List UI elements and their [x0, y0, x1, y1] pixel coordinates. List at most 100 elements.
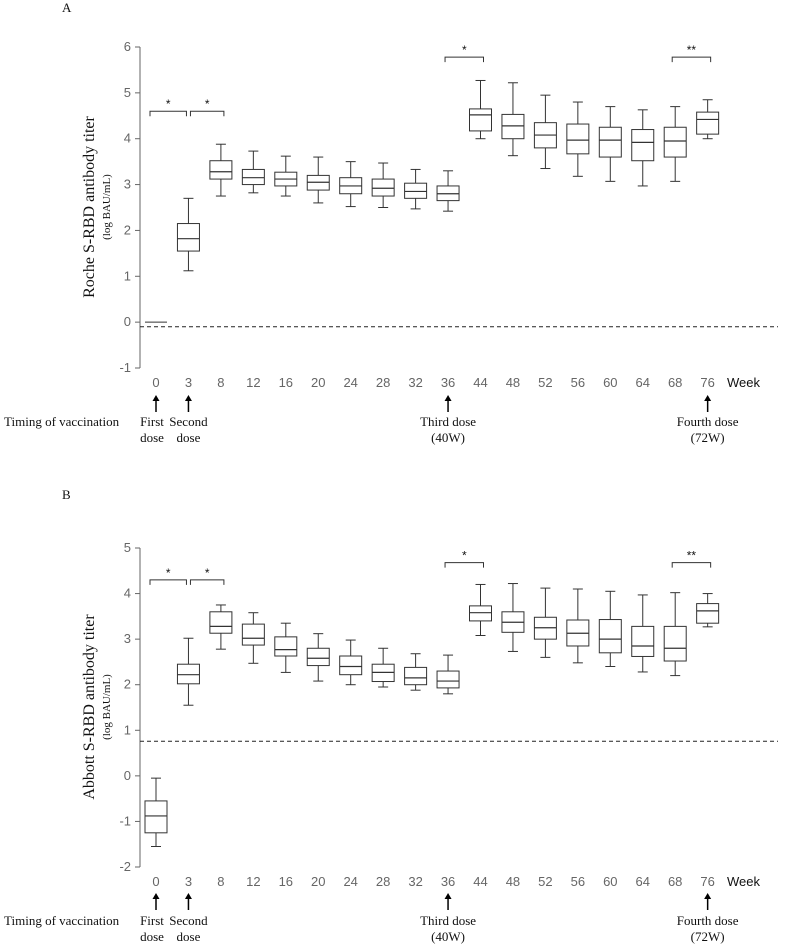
significance-label: * [205, 566, 210, 580]
timing-of-vaccination-label: Timing of vaccination [4, 913, 120, 928]
box-20 [306, 633, 330, 682]
y-axis-title: Abbott S-RBD antibody titer [81, 614, 98, 800]
significance-label: ** [687, 549, 697, 563]
box-52 [533, 587, 557, 658]
box-iqr [176, 223, 200, 252]
y-tick-label: 4 [124, 586, 131, 601]
box-20 [306, 156, 330, 204]
box-44 [469, 583, 492, 636]
significance-label: ** [687, 43, 697, 57]
box-28 [371, 647, 395, 688]
x-tick-label: 12 [246, 375, 260, 390]
bracket-line [444, 56, 484, 63]
box-iqr [306, 647, 330, 667]
significance-label: * [462, 549, 467, 563]
y-tick-label: 0 [124, 768, 131, 783]
box-60 [598, 106, 622, 182]
x-tick-label: 48 [506, 375, 520, 390]
arrow-up-icon [444, 395, 452, 401]
x-tick-label: 20 [311, 375, 325, 390]
box-iqr [371, 178, 395, 197]
x-tick-label: 36 [441, 874, 455, 889]
box-iqr [469, 605, 492, 622]
dose-label-line2: (40W) [431, 430, 465, 445]
dose-marker-4: Fourth dose(72W) [677, 395, 739, 445]
box-iqr [598, 619, 622, 654]
x-axis-title: Week [727, 375, 760, 390]
x-tick-label: 52 [538, 375, 552, 390]
x-tick-label: 8 [217, 874, 224, 889]
box-48 [501, 583, 525, 652]
box-68 [663, 592, 687, 677]
x-tick-label: 16 [279, 874, 293, 889]
significance-bracket: * [189, 97, 225, 117]
box-48 [501, 82, 525, 157]
arrow-up-icon [152, 395, 160, 401]
box-iqr [404, 182, 428, 199]
y-tick-label: 2 [124, 222, 131, 237]
bracket-line [149, 579, 187, 585]
box-36 [436, 170, 460, 212]
x-tick-label: 76 [700, 874, 714, 889]
box-iqr [436, 670, 460, 689]
x-tick-label: 28 [376, 375, 390, 390]
box-iqr [696, 111, 720, 135]
arrow-up-icon [444, 893, 452, 899]
y-tick-label: -1 [119, 813, 131, 828]
box-24 [339, 639, 363, 686]
significance-bracket: ** [671, 43, 712, 63]
significance-label: * [205, 97, 210, 111]
box-60 [598, 590, 622, 667]
y-tick-label: 5 [124, 540, 131, 555]
box-3 [176, 637, 200, 706]
arrow-up-icon [704, 395, 712, 401]
x-tick-label: 60 [603, 874, 617, 889]
significance-label: * [166, 566, 171, 580]
x-tick-label: 28 [376, 874, 390, 889]
x-tick-label: 8 [217, 375, 224, 390]
box-68 [663, 106, 687, 182]
box-iqr [339, 655, 363, 676]
box-iqr [241, 168, 265, 186]
box-16 [274, 622, 298, 673]
x-tick-label: 44 [473, 375, 487, 390]
x-tick-label: 0 [152, 874, 159, 889]
x-tick-label: 24 [343, 375, 357, 390]
dose-label-line1: Second [169, 414, 208, 429]
box-iqr [274, 636, 298, 657]
dose-label-line1: Fourth dose [677, 414, 739, 429]
y-axis-unit: (log BAU/mL) [101, 674, 113, 740]
bracket-line [189, 579, 225, 585]
x-tick-label: 44 [473, 874, 487, 889]
y-tick-label: 0 [124, 314, 131, 329]
arrow-up-icon [152, 893, 160, 899]
x-tick-label: 12 [246, 874, 260, 889]
box-56 [566, 588, 590, 664]
box-iqr [176, 663, 200, 685]
dose-label-line1: Third dose [420, 913, 476, 928]
significance-bracket: ** [671, 549, 712, 568]
x-tick-label: 76 [700, 375, 714, 390]
significance-label: * [462, 43, 467, 57]
bracket-line [671, 56, 712, 63]
x-axis-title: Week [727, 874, 760, 889]
box-iqr [631, 129, 655, 162]
bracket-line [149, 110, 187, 117]
box-64 [631, 594, 655, 673]
box-56 [566, 101, 590, 177]
panel-label: A [62, 0, 72, 15]
x-tick-label: 56 [571, 375, 585, 390]
x-tick-label: 3 [185, 874, 192, 889]
significance-bracket: * [149, 97, 187, 117]
box-iqr [663, 126, 687, 158]
significance-bracket: * [189, 566, 225, 585]
y-tick-label: 1 [124, 722, 131, 737]
x-tick-label: 36 [441, 375, 455, 390]
x-tick-label: 60 [603, 375, 617, 390]
x-tick-label: 64 [636, 375, 650, 390]
y-tick-label: -2 [119, 859, 131, 874]
